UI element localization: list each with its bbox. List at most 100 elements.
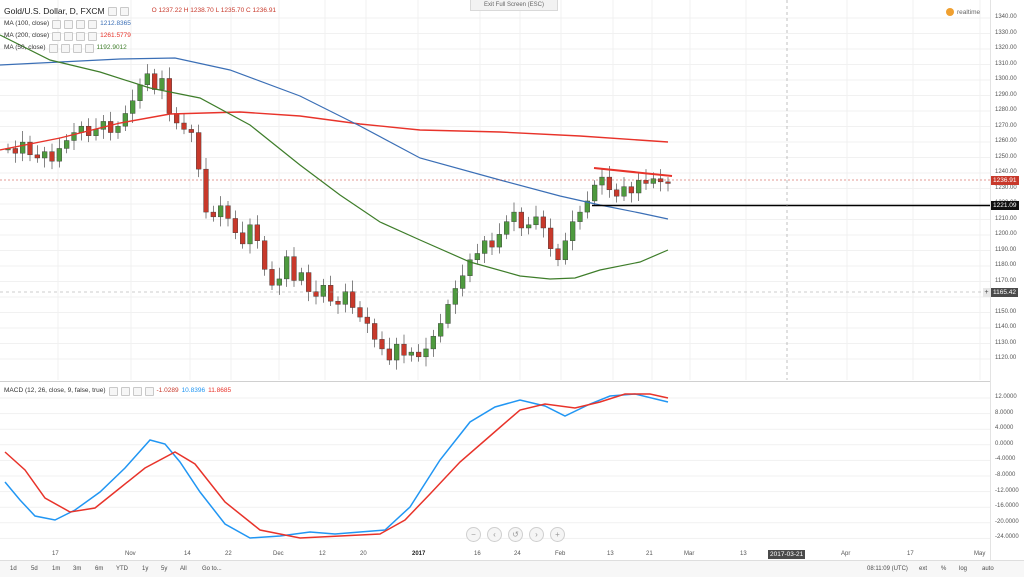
time-axis[interactable]: 17 Nov 14 22 Dec 12 20 2017 16 24 Feb 13 21 Mar 13 Apr 1… bbox=[0, 550, 990, 560]
pane-separator[interactable] bbox=[0, 381, 990, 382]
ma200-value: 1261.5779 bbox=[100, 32, 131, 39]
price-chart[interactable] bbox=[0, 0, 990, 380]
candle-body bbox=[166, 78, 172, 114]
legend-settings-icon[interactable] bbox=[119, 6, 129, 16]
gear-icon[interactable] bbox=[60, 43, 70, 53]
macd-chart[interactable] bbox=[0, 382, 990, 558]
eye-icon[interactable] bbox=[108, 386, 118, 396]
cursor-plus-icon[interactable]: + bbox=[983, 288, 990, 297]
price-tick-label: 1310.00 bbox=[995, 60, 1017, 67]
candle-body bbox=[504, 221, 510, 235]
toggle-ext[interactable]: ext bbox=[919, 566, 928, 572]
range-1m[interactable]: 1m bbox=[52, 566, 61, 572]
candle-body bbox=[12, 148, 18, 154]
candle-body bbox=[108, 121, 114, 133]
ma100-value: 1212.8365 bbox=[100, 20, 131, 27]
close-icon[interactable] bbox=[76, 31, 86, 41]
candle-body bbox=[137, 84, 143, 101]
ma200-legend[interactable]: MA (200, close) 1261.5779 bbox=[4, 30, 131, 42]
price-tick-label: 1190.00 bbox=[995, 246, 1017, 253]
gear-icon[interactable] bbox=[120, 386, 130, 396]
gear-icon[interactable] bbox=[64, 19, 74, 29]
price-tick-label: 1320.00 bbox=[995, 45, 1017, 51]
range-3m[interactable]: 3m bbox=[73, 566, 82, 572]
toggle-log[interactable]: log bbox=[959, 566, 968, 572]
zoom-out-icon[interactable]: − bbox=[466, 527, 481, 542]
bottom-toolbar: 1d 5d 1m 3m 6m YTD 1y 5y All Go to... 08… bbox=[0, 560, 1024, 577]
candle-body bbox=[174, 113, 180, 124]
ma50-line bbox=[0, 34, 669, 280]
trendline-red bbox=[593, 167, 673, 177]
reset-icon[interactable]: ↺ bbox=[508, 527, 523, 542]
price-tick-label: 1200.00 bbox=[995, 231, 1017, 237]
time-tick-label: 17 bbox=[907, 551, 914, 557]
more-icon[interactable] bbox=[88, 19, 98, 29]
symbol-legend[interactable]: Gold/U.S. Dollar, D, FXCM O 1237.22 H 12… bbox=[4, 5, 276, 17]
candle-body bbox=[394, 343, 400, 361]
close-icon[interactable] bbox=[76, 19, 86, 29]
scroll-left-icon[interactable]: ‹ bbox=[487, 527, 502, 542]
brand-logo[interactable]: realtime bbox=[946, 8, 980, 16]
more-icon[interactable] bbox=[84, 43, 94, 53]
candle-body bbox=[342, 291, 348, 305]
candle-body bbox=[232, 218, 238, 233]
close-icon[interactable] bbox=[72, 43, 82, 53]
price-tick-label: 1120.00 bbox=[995, 355, 1017, 361]
macd-tick-label: -12.0000 bbox=[995, 487, 1019, 494]
macd-legend[interactable]: MACD (12, 26, close, 9, false, true) -1.… bbox=[4, 385, 231, 397]
range-all[interactable]: All bbox=[180, 566, 187, 572]
price-axis[interactable]: 1340.00 1330.00 1320.00 1310.00 1300.00 1290.… bbox=[990, 0, 1024, 560]
eye-icon[interactable] bbox=[48, 43, 58, 53]
candle-body bbox=[27, 141, 33, 156]
cursor-date-tag: 2017-03-21 bbox=[768, 550, 806, 559]
ma50-legend[interactable]: MA (50, close) 1192.9012 bbox=[4, 42, 127, 54]
candle-body bbox=[357, 307, 363, 318]
legend-eye-icon[interactable] bbox=[107, 6, 117, 16]
candle-body bbox=[64, 140, 70, 149]
range-5y[interactable]: 5y bbox=[161, 566, 168, 572]
macd-tick-label: 0.0000 bbox=[995, 440, 1014, 447]
scroll-right-icon[interactable]: › bbox=[529, 527, 544, 542]
price-tick-label: 1230.00 bbox=[995, 184, 1017, 191]
time-tick-label: Nov bbox=[125, 551, 136, 557]
ma200-line bbox=[0, 111, 669, 151]
candle-body bbox=[599, 176, 605, 186]
price-tick-label: 1300.00 bbox=[995, 76, 1017, 82]
zoom-in-icon[interactable]: + bbox=[550, 527, 565, 542]
more-icon[interactable] bbox=[88, 31, 98, 41]
time-tick-label: Dec bbox=[273, 551, 284, 557]
range-5d[interactable]: 5d bbox=[31, 566, 38, 572]
candle-body bbox=[335, 300, 341, 305]
candle-body bbox=[34, 154, 40, 159]
candle-body bbox=[188, 129, 194, 133]
candle-body bbox=[401, 343, 407, 356]
range-ytd[interactable]: YTD bbox=[116, 566, 128, 572]
clock-time[interactable]: 08:11:09 (UTC) bbox=[867, 566, 908, 572]
gear-icon[interactable] bbox=[64, 31, 74, 41]
candle-body bbox=[665, 181, 671, 184]
candle-body bbox=[56, 148, 62, 162]
eye-icon[interactable] bbox=[52, 31, 62, 41]
range-1d[interactable]: 1d bbox=[10, 566, 17, 572]
exit-fullscreen-button[interactable]: Exit Full Screen (ESC) bbox=[470, 0, 558, 11]
goto-date-button[interactable]: Go to... bbox=[202, 566, 222, 572]
ma100-legend[interactable]: MA (100, close) 1212.8365 bbox=[4, 18, 131, 30]
price-tick-label: 1270.00 bbox=[995, 122, 1017, 129]
toggle-auto[interactable]: auto bbox=[982, 566, 994, 572]
candle-body bbox=[584, 200, 590, 213]
candle-body bbox=[496, 234, 502, 248]
eye-icon[interactable] bbox=[52, 19, 62, 29]
toggle-percent[interactable]: % bbox=[941, 566, 947, 572]
close-icon[interactable] bbox=[132, 386, 142, 396]
candle-body bbox=[445, 304, 451, 324]
price-tick-label: 1150.00 bbox=[995, 308, 1017, 315]
range-6m[interactable]: 6m bbox=[95, 566, 104, 572]
more-icon[interactable] bbox=[144, 386, 154, 396]
ma50-value: 1192.9012 bbox=[96, 44, 127, 51]
range-1y[interactable]: 1y bbox=[142, 566, 149, 572]
time-tick-label: Apr bbox=[841, 551, 851, 557]
candle-body bbox=[364, 316, 370, 324]
candle-body bbox=[533, 216, 539, 226]
candle-body bbox=[438, 323, 444, 337]
time-tick-label: 22 bbox=[225, 551, 232, 557]
